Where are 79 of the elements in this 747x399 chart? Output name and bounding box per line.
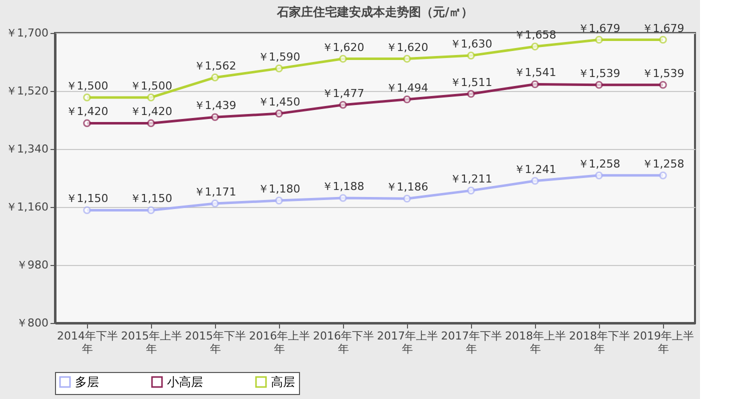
point [659,80,667,89]
x-tick-label: 2017年下半年 [441,330,502,356]
point [339,194,347,202]
point [531,176,539,185]
x-tick-label: 2018年下半年 [569,330,630,356]
point [275,196,283,204]
point [595,80,603,89]
chart-title: 石家庄住宅建安成本走势图（元/㎡） [276,4,474,19]
x-tick-label: 2017年上半年 [377,330,438,356]
point [211,200,219,208]
point [403,194,411,203]
data-label: ￥1,150 [130,192,172,206]
data-label: ￥1,541 [514,66,556,80]
point [83,206,91,214]
data-label: ￥1,420 [130,105,172,118]
data-label: ￥1,630 [450,38,492,51]
x-tick-label: 2015年上半年 [121,330,182,356]
data-label: ￥1,477 [322,86,364,100]
data-label: ￥1,590 [258,50,300,64]
data-label: ￥1,186 [386,180,428,194]
point [659,172,667,180]
point [339,54,347,63]
y-tick-label: ￥800 [16,316,48,330]
point [211,113,219,122]
data-label: ￥1,679 [642,22,684,35]
point [83,119,91,128]
data-label: ￥1,439 [194,99,236,112]
point [531,42,539,50]
x-tick-label: 2016年上半年 [249,330,310,356]
y-tick-label: ￥1,160 [6,200,48,214]
point [467,52,475,60]
point [403,95,411,104]
legend-label: 多层 [75,375,99,389]
legend-label: 高层 [271,375,295,389]
legend-label: 小高层 [167,375,203,389]
point [659,36,667,44]
point [211,74,219,82]
x-tick-label: 2015年下半年 [185,330,246,356]
point [595,36,603,44]
x-tick-label: 2018年上半年 [505,330,566,356]
data-label: ￥1,420 [66,105,108,118]
data-label: ￥1,150 [66,192,108,206]
data-label: ￥1,500 [66,79,108,92]
data-label: ￥1,562 [194,59,236,72]
data-label: ￥1,180 [258,182,300,196]
point [275,110,283,118]
data-label: ￥1,258 [642,157,684,170]
y-tick-label: ￥1,700 [6,26,48,40]
point [147,94,155,102]
data-label: ￥1,500 [130,79,172,92]
data-label: ￥1,241 [514,162,556,176]
data-label: ￥1,171 [194,185,236,198]
point [595,172,603,180]
point [403,54,411,63]
point [83,94,91,102]
data-label: ￥1,620 [322,40,364,54]
point [147,206,155,214]
y-tick-label: ￥1,340 [6,142,48,156]
data-label: ￥1,258 [578,157,620,170]
x-tick-label: 2016年下半年 [313,330,374,356]
point [339,100,347,109]
point [467,186,475,194]
data-label: ￥1,620 [386,40,428,54]
point [275,64,283,72]
data-label: ￥1,211 [450,172,492,186]
data-label: ￥1,450 [258,96,300,109]
x-tick-label: 2019年上半年 [633,330,694,356]
x-tick-label: 2014年下半年 [57,330,118,356]
point [531,80,539,88]
point [147,119,155,128]
data-label: ￥1,539 [578,66,620,80]
point [467,90,475,98]
y-tick-label: ￥1,520 [6,84,48,98]
data-label: ￥1,494 [386,81,428,94]
y-tick-label: ￥980 [16,258,48,272]
data-label: ￥1,511 [450,76,492,89]
data-label: ￥1,539 [642,66,684,80]
data-label: ￥1,679 [578,22,620,35]
data-label: ￥1,188 [322,180,364,193]
